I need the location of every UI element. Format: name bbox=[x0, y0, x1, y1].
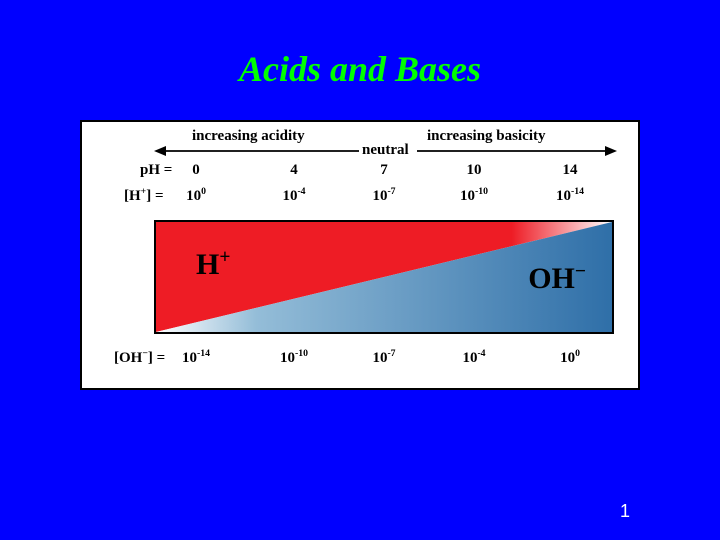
arrow-right-icon bbox=[417, 146, 617, 156]
h-val-4: 10-14 bbox=[540, 188, 600, 205]
oh-val-1: 10-10 bbox=[264, 350, 324, 367]
oh-val-3: 10-4 bbox=[444, 350, 504, 367]
increasing-acidity-label: increasing acidity bbox=[192, 128, 305, 145]
h-val-1: 10-4 bbox=[264, 188, 324, 205]
page-number: 1 bbox=[620, 501, 630, 522]
oh-prefix: [OH−] = bbox=[114, 350, 165, 367]
ph-row: pH = 0 4 7 10 14 bbox=[82, 162, 638, 182]
h-val-3: 10-10 bbox=[444, 188, 504, 205]
oh-val-2: 10-7 bbox=[354, 350, 414, 367]
h-val-0: 100 bbox=[166, 188, 226, 205]
increasing-basicity-label: increasing basicity bbox=[427, 128, 545, 145]
ph-val-4: 14 bbox=[540, 162, 600, 179]
oh-val-0: 10-14 bbox=[166, 350, 226, 367]
oh-ion-label: OH− bbox=[528, 262, 586, 296]
ph-val-3: 10 bbox=[444, 162, 504, 179]
h-row: [H+] = 100 10-4 10-7 10-10 10-14 bbox=[82, 188, 638, 208]
ph-diagram: increasing acidity increasing basicity n… bbox=[80, 120, 640, 390]
oh-val-4: 100 bbox=[540, 350, 600, 367]
h-ion-label: H+ bbox=[196, 248, 230, 282]
neutral-label: neutral bbox=[362, 142, 409, 159]
ph-val-2: 7 bbox=[354, 162, 414, 179]
arrow-left-icon bbox=[154, 146, 359, 156]
oh-row: [OH−] = 10-14 10-10 10-7 10-4 100 bbox=[82, 350, 638, 370]
gradient-bar: H+ OH− bbox=[154, 220, 614, 334]
ph-val-0: 0 bbox=[166, 162, 226, 179]
h-val-2: 10-7 bbox=[354, 188, 414, 205]
ph-val-1: 4 bbox=[264, 162, 324, 179]
page-title: Acids and Bases bbox=[0, 0, 720, 120]
h-prefix: [H+] = bbox=[124, 188, 164, 205]
